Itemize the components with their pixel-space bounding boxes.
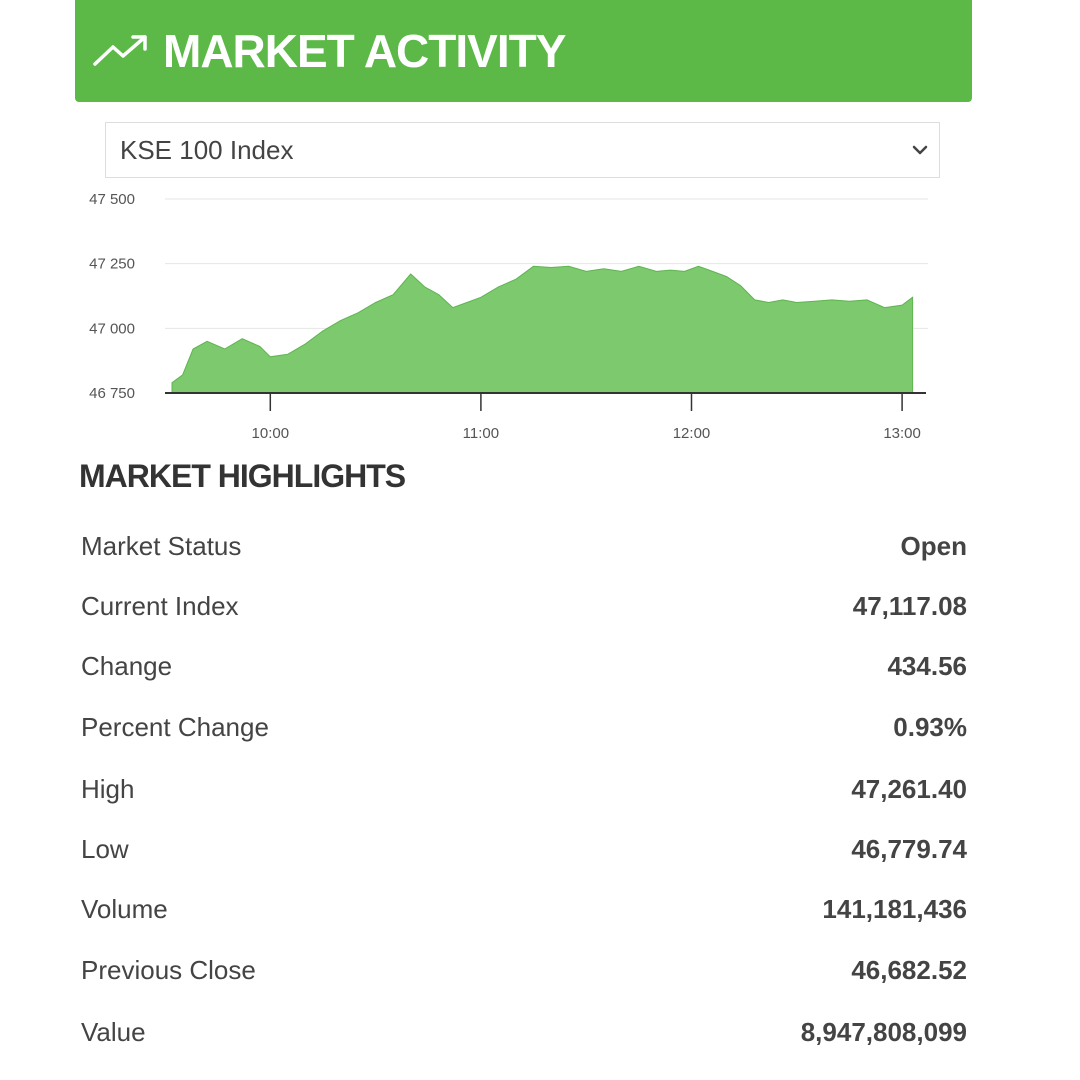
highlight-label: Value: [81, 1016, 146, 1047]
highlight-row-market-status: Market Status Open: [81, 526, 967, 566]
y-tick-label: 47 000: [89, 320, 135, 337]
index-area-series: [171, 265, 914, 394]
highlight-row-previous-close: Previous Close 46,682.52: [81, 950, 967, 990]
highlight-value: 47,117.08: [852, 590, 967, 621]
highlight-row-current-index: Current Index 47,117.08: [81, 586, 967, 626]
highlight-label: Change: [81, 650, 173, 681]
x-tick-label: 12:00: [673, 425, 711, 442]
y-tick-label: 47 500: [89, 191, 135, 208]
y-axis-labels: 47 500 47 250 47 000 46 750: [89, 191, 135, 402]
highlight-value: Open: [900, 530, 967, 561]
highlight-value: 434.56: [887, 650, 967, 681]
highlight-label: Low: [81, 833, 129, 864]
highlight-row-low: Low 46,779.74: [81, 829, 967, 869]
highlight-row-change: Change 434.56: [81, 646, 967, 686]
highlight-label: Current Index: [81, 590, 239, 621]
highlight-value: 8,947,808,099: [800, 1016, 967, 1047]
market-highlights-title: MARKET HIGHLIGHTS: [79, 458, 406, 494]
y-tick-label: 47 250: [89, 256, 135, 273]
highlight-row-volume: Volume 141,181,436: [81, 889, 967, 929]
highlight-value: 46,682.52: [851, 954, 967, 985]
chevron-down-icon: [912, 145, 928, 155]
highlight-value: 141,181,436: [822, 893, 967, 924]
highlight-value: 46,779.74: [851, 833, 967, 864]
highlight-label: Previous Close: [81, 954, 256, 985]
highlight-label: High: [81, 773, 135, 804]
index-select-value: KSE 100 Index: [120, 134, 294, 165]
highlight-label: Market Status: [81, 530, 242, 561]
page-title: MARKET ACTIVITY: [163, 25, 566, 77]
highlight-label: Percent Change: [81, 711, 269, 742]
index-select[interactable]: KSE 100 Index: [105, 122, 940, 178]
market-activity-header: MARKET ACTIVITY: [75, 0, 972, 102]
highlight-value: 47,261.40: [851, 773, 967, 804]
x-axis-labels: 10:00 11:00 12:00 13:00: [252, 393, 921, 442]
index-chart: 47 500 47 250 47 000 46 750 10:00 11:00 12:00…: [89, 191, 928, 442]
x-tick-label: 10:00: [252, 425, 290, 442]
y-tick-label: 46 750: [89, 385, 135, 402]
x-tick-label: 11:00: [463, 425, 499, 442]
highlight-label: Volume: [81, 893, 168, 924]
highlight-value: 0.93%: [893, 711, 967, 742]
highlight-row-value: Value 8,947,808,099: [81, 1012, 967, 1052]
trending-up-icon: [93, 35, 147, 66]
x-tick-label: 13:00: [883, 425, 921, 442]
highlight-row-percent-change: Percent Change 0.93%: [81, 707, 967, 747]
highlight-row-high: High 47,261.40: [81, 769, 967, 809]
